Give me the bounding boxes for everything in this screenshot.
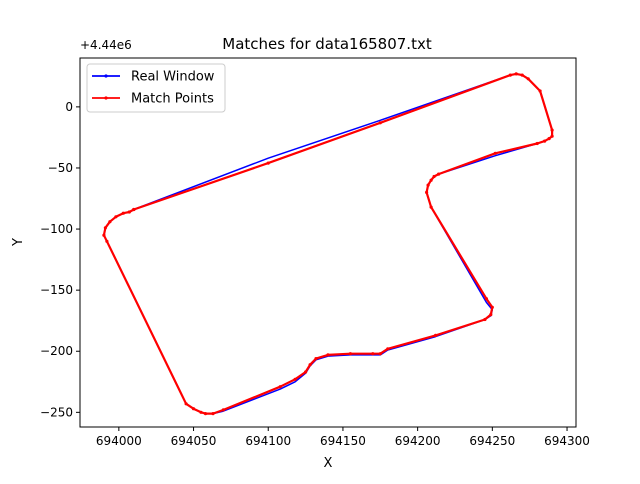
match-point (490, 305, 494, 309)
legend-swatch-marker (104, 96, 108, 100)
legend-entry-label: Real Window (131, 70, 215, 85)
x-tick-label: 694300 (544, 434, 590, 448)
match-point (547, 137, 551, 141)
match-point (538, 89, 542, 93)
match-point (293, 377, 297, 381)
match-point (191, 407, 196, 411)
match-point (520, 73, 524, 77)
match-point (102, 233, 106, 237)
match-point (432, 174, 436, 179)
match-point (266, 161, 270, 165)
x-tick-label: 694250 (469, 434, 515, 448)
match-point (425, 190, 429, 194)
y-tick-label: −200 (40, 344, 73, 358)
x-tick-label: 694050 (171, 434, 217, 448)
match-point (514, 72, 518, 76)
match-point (108, 220, 112, 224)
match-point (526, 77, 530, 81)
match-point (314, 357, 318, 361)
match-point (348, 352, 352, 356)
x-tick-label: 694100 (245, 434, 291, 448)
legend-entry-label: Match Points (131, 92, 214, 107)
match-point (121, 211, 125, 215)
match-point (278, 385, 282, 389)
match-point (386, 347, 390, 351)
match-point (221, 408, 225, 412)
match-point (203, 412, 208, 416)
match-point (114, 215, 118, 219)
legend-swatch-marker (104, 74, 108, 78)
x-tick-label: 694200 (395, 434, 441, 448)
match-point (550, 134, 554, 138)
y-tick-label: −250 (40, 405, 73, 419)
match-point (127, 210, 131, 214)
match-point (326, 353, 330, 357)
x-tick-label: 694000 (96, 434, 142, 448)
match-point (429, 205, 433, 209)
match-point (429, 178, 433, 182)
series-line-match-points (102, 72, 554, 415)
match-point (308, 363, 312, 367)
match-point (378, 121, 382, 125)
match-point (543, 139, 547, 143)
match-point (378, 352, 382, 356)
match-point (489, 313, 493, 317)
y-tick-label: 0 (65, 100, 73, 114)
legend: Real Window Match Points (86, 63, 226, 113)
match-point (103, 226, 107, 230)
y-tick-label: −150 (40, 283, 73, 297)
match-point (211, 412, 215, 416)
match-point (434, 333, 438, 337)
match-point (105, 239, 109, 243)
match-point (371, 352, 375, 356)
match-point (426, 183, 430, 187)
y-axis-label: Y (11, 238, 26, 247)
series-line-real-window (103, 73, 553, 415)
chart-title: Matches for data165807.txt (222, 35, 432, 53)
y-offset-label: +4.44e6 (80, 38, 132, 52)
match-point (484, 297, 488, 301)
legend-box (86, 63, 226, 113)
match-point (199, 410, 203, 414)
match-point (304, 370, 308, 374)
x-axis: 694000 694050 694100 694150 694200 694250 6943… (96, 427, 590, 448)
match-point (493, 151, 497, 155)
series-layer (102, 72, 554, 416)
plot-frame (79, 57, 577, 428)
match-point (132, 207, 136, 212)
x-tick-label: 694150 (320, 434, 366, 448)
match-point (550, 128, 554, 132)
match-point (184, 402, 188, 406)
x-axis-label: X (324, 456, 333, 471)
match-point (508, 73, 512, 77)
match-point (535, 141, 539, 146)
match-point (483, 317, 487, 322)
y-tick-label: −100 (40, 222, 73, 236)
match-point (437, 172, 441, 176)
y-axis: 0 −50 −100 −150 −200 −250 (40, 100, 80, 419)
y-tick-label: −50 (48, 161, 73, 175)
